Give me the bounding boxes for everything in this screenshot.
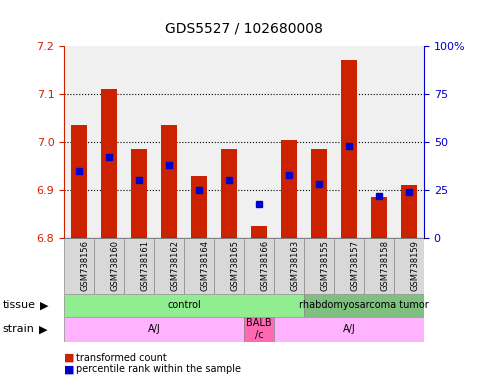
- FancyBboxPatch shape: [64, 317, 244, 342]
- Bar: [401, 185, 417, 238]
- Text: percentile rank within the sample: percentile rank within the sample: [76, 364, 242, 374]
- Text: GSM738159: GSM738159: [411, 240, 420, 291]
- Bar: [341, 61, 357, 238]
- FancyBboxPatch shape: [274, 238, 304, 294]
- Text: control: control: [167, 300, 201, 310]
- Text: BALB
/c: BALB /c: [246, 318, 272, 340]
- Text: A/J: A/J: [343, 324, 355, 334]
- FancyBboxPatch shape: [214, 238, 244, 294]
- FancyBboxPatch shape: [244, 317, 274, 342]
- Bar: [161, 125, 177, 238]
- FancyBboxPatch shape: [304, 238, 334, 294]
- Text: ▶: ▶: [40, 300, 49, 310]
- Text: GSM738163: GSM738163: [290, 240, 300, 291]
- Bar: [281, 140, 297, 238]
- Text: GSM738160: GSM738160: [110, 240, 120, 291]
- Text: GSM738165: GSM738165: [231, 240, 240, 291]
- Text: GSM738166: GSM738166: [260, 240, 270, 291]
- Text: ▶: ▶: [39, 324, 48, 334]
- Text: strain: strain: [2, 324, 35, 334]
- Bar: [71, 125, 87, 238]
- Text: GSM738157: GSM738157: [351, 240, 359, 291]
- FancyBboxPatch shape: [274, 317, 424, 342]
- FancyBboxPatch shape: [394, 238, 424, 294]
- Text: ■: ■: [64, 353, 74, 363]
- FancyBboxPatch shape: [364, 238, 394, 294]
- FancyBboxPatch shape: [64, 294, 304, 317]
- Text: tissue: tissue: [2, 300, 35, 310]
- FancyBboxPatch shape: [154, 238, 184, 294]
- Bar: [131, 149, 147, 238]
- Bar: [311, 149, 327, 238]
- Text: GSM738156: GSM738156: [80, 240, 90, 291]
- Text: GSM738155: GSM738155: [320, 240, 329, 291]
- Text: rhabdomyosarcoma tumor: rhabdomyosarcoma tumor: [299, 300, 429, 310]
- FancyBboxPatch shape: [64, 238, 94, 294]
- FancyBboxPatch shape: [184, 238, 214, 294]
- Bar: [221, 149, 237, 238]
- Bar: [371, 197, 387, 238]
- FancyBboxPatch shape: [334, 238, 364, 294]
- Text: ■: ■: [64, 364, 74, 374]
- Text: GSM738161: GSM738161: [141, 240, 149, 291]
- Text: A/J: A/J: [148, 324, 160, 334]
- FancyBboxPatch shape: [244, 238, 274, 294]
- Bar: [101, 89, 117, 238]
- FancyBboxPatch shape: [124, 238, 154, 294]
- Bar: [251, 226, 267, 238]
- Text: GDS5527 / 102680008: GDS5527 / 102680008: [165, 21, 323, 35]
- Text: transformed count: transformed count: [76, 353, 167, 363]
- FancyBboxPatch shape: [94, 238, 124, 294]
- FancyBboxPatch shape: [304, 294, 424, 317]
- Text: GSM738158: GSM738158: [381, 240, 389, 291]
- Text: GSM738164: GSM738164: [201, 240, 210, 291]
- Text: GSM738162: GSM738162: [171, 240, 179, 291]
- Bar: [191, 176, 207, 238]
